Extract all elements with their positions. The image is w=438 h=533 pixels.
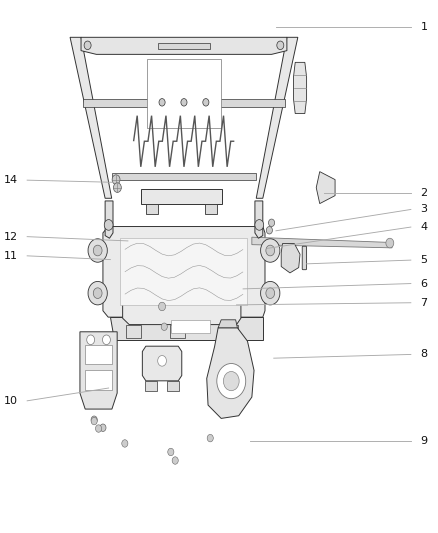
Polygon shape (171, 320, 210, 333)
Text: 9: 9 (420, 437, 427, 446)
Circle shape (112, 175, 120, 184)
Circle shape (113, 183, 121, 192)
Polygon shape (141, 189, 222, 204)
Circle shape (217, 364, 246, 399)
Circle shape (266, 227, 272, 234)
Text: 4: 4 (420, 222, 427, 232)
Polygon shape (103, 227, 265, 317)
Circle shape (268, 219, 275, 227)
Polygon shape (207, 328, 254, 418)
Circle shape (207, 434, 213, 442)
Circle shape (122, 440, 128, 447)
Polygon shape (218, 320, 237, 328)
Polygon shape (146, 204, 159, 214)
Circle shape (91, 416, 97, 423)
Polygon shape (316, 172, 335, 204)
Polygon shape (105, 201, 113, 238)
Polygon shape (142, 346, 182, 381)
Text: 11: 11 (4, 251, 18, 261)
Circle shape (84, 41, 91, 50)
Circle shape (203, 99, 209, 106)
Polygon shape (85, 345, 112, 364)
Polygon shape (256, 37, 298, 198)
Text: 8: 8 (420, 350, 427, 359)
Circle shape (87, 335, 95, 344)
Polygon shape (112, 173, 256, 180)
Circle shape (159, 302, 166, 311)
Polygon shape (293, 62, 307, 114)
Circle shape (88, 281, 107, 305)
Circle shape (255, 220, 264, 230)
Polygon shape (147, 59, 221, 128)
Polygon shape (110, 317, 263, 340)
Polygon shape (120, 238, 247, 305)
Circle shape (266, 245, 275, 256)
Polygon shape (205, 204, 217, 214)
Circle shape (223, 372, 239, 391)
Circle shape (172, 457, 178, 464)
Text: 5: 5 (420, 255, 427, 265)
Circle shape (159, 99, 165, 106)
Circle shape (277, 41, 284, 50)
Text: 1: 1 (420, 22, 427, 31)
Polygon shape (222, 325, 238, 338)
Circle shape (386, 238, 394, 248)
Polygon shape (83, 99, 285, 107)
Text: 12: 12 (4, 232, 18, 241)
Circle shape (266, 288, 275, 298)
Text: 7: 7 (420, 298, 427, 308)
Text: 6: 6 (420, 279, 427, 288)
Polygon shape (145, 381, 157, 391)
Polygon shape (126, 325, 141, 338)
Circle shape (100, 424, 106, 432)
Text: 2: 2 (420, 188, 427, 198)
Polygon shape (281, 244, 300, 273)
Text: 10: 10 (4, 396, 18, 406)
Circle shape (93, 288, 102, 298)
Circle shape (158, 356, 166, 366)
Circle shape (93, 245, 102, 256)
Polygon shape (85, 370, 112, 390)
Polygon shape (70, 37, 112, 198)
Circle shape (104, 220, 113, 230)
Polygon shape (80, 332, 117, 409)
Circle shape (88, 239, 107, 262)
Circle shape (161, 323, 167, 330)
Circle shape (261, 281, 280, 305)
Polygon shape (158, 43, 210, 49)
Circle shape (91, 417, 97, 425)
Text: 14: 14 (4, 175, 18, 185)
Polygon shape (170, 325, 185, 338)
Circle shape (95, 425, 102, 432)
Circle shape (168, 448, 174, 456)
Polygon shape (252, 237, 392, 248)
Circle shape (261, 239, 280, 262)
Circle shape (181, 99, 187, 106)
Text: 3: 3 (420, 205, 427, 214)
Polygon shape (167, 381, 179, 391)
Polygon shape (255, 201, 263, 238)
Polygon shape (123, 283, 241, 325)
Circle shape (102, 335, 110, 344)
FancyBboxPatch shape (302, 246, 307, 270)
Polygon shape (81, 37, 287, 54)
